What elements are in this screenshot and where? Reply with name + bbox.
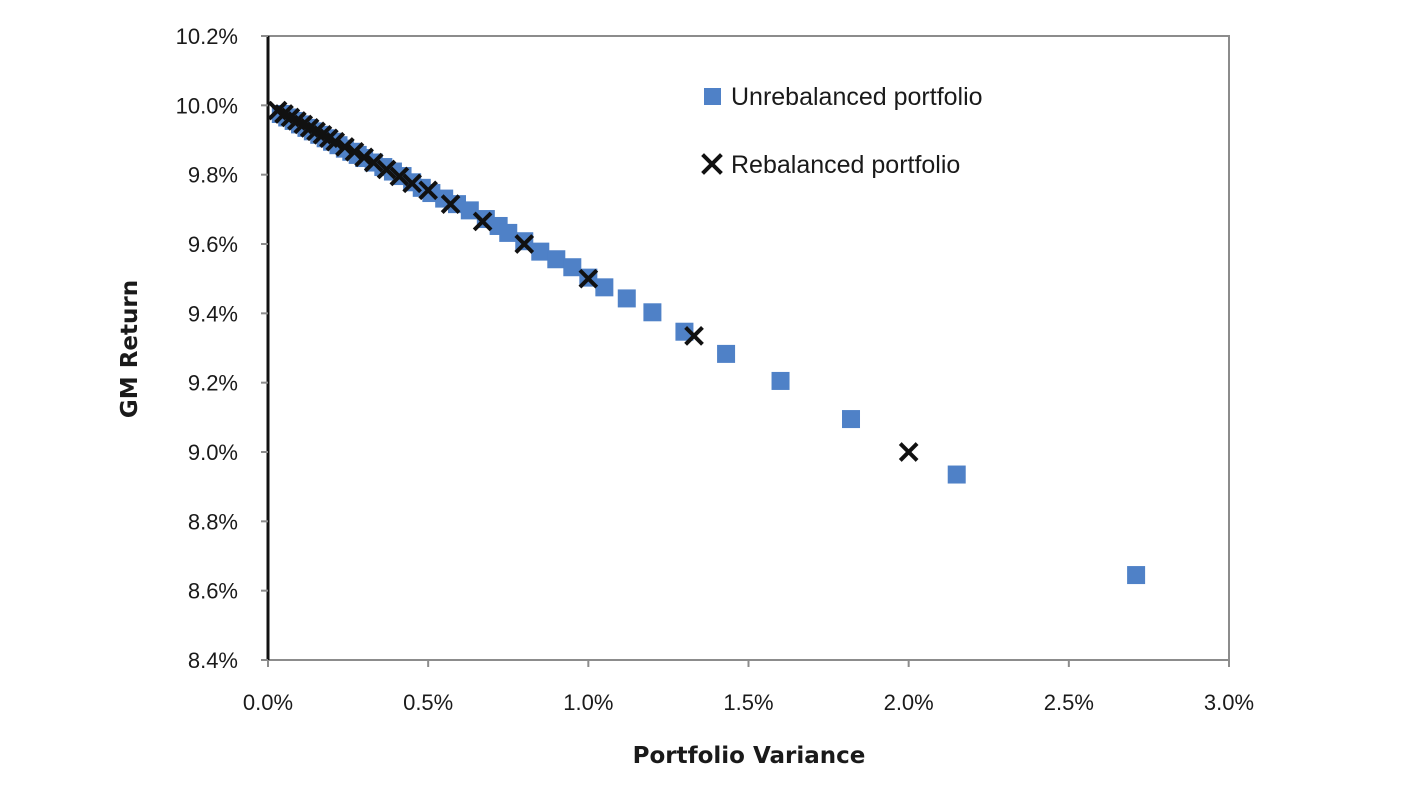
y-tick-label: 10.0% xyxy=(176,93,238,118)
x-tick-label: 2.5% xyxy=(1044,690,1094,715)
data-point-square xyxy=(675,322,694,341)
data-point-x xyxy=(898,442,919,462)
legend-label-rebalanced: Rebalanced portfolio xyxy=(731,151,960,179)
data-point-x xyxy=(376,159,397,180)
legend-square-marker xyxy=(704,88,721,105)
data-point-x xyxy=(363,152,384,173)
data-point-square xyxy=(1127,566,1146,585)
data-point-x xyxy=(514,234,535,254)
y-tick-label: 9.0% xyxy=(188,440,238,465)
series-unrebalanced-portfolio xyxy=(271,105,1146,585)
plot-area xyxy=(266,35,1230,661)
y-tick-label: 8.6% xyxy=(188,579,238,604)
y-axis-title: GM Return xyxy=(117,280,143,418)
data-point-square xyxy=(595,278,614,297)
data-point-x xyxy=(325,131,346,152)
data-point-square xyxy=(842,410,861,429)
x-tick-label: 1.0% xyxy=(563,690,613,715)
data-point-x xyxy=(440,194,461,214)
data-point-square xyxy=(499,223,518,242)
series-rebalanced-portfolio xyxy=(267,100,919,462)
legend-item-rebalanced: Rebalanced portfolio xyxy=(701,151,960,179)
y-axis-ticks: 8.4% 8.6% 8.8% 9.0% 9.2% 9.4% 9.6% 9.8% 10.0% 10.… xyxy=(176,24,268,673)
y-tick-label: 9.6% xyxy=(188,232,238,257)
data-point-x xyxy=(335,137,355,157)
data-point-square xyxy=(947,465,966,484)
x-tick-label: 0.5% xyxy=(403,690,453,715)
y-tick-label: 10.2% xyxy=(176,24,238,49)
data-point-x xyxy=(354,147,374,168)
x-axis-title: Portfolio Variance xyxy=(633,743,866,769)
data-point-square xyxy=(547,250,566,269)
data-point-x xyxy=(578,268,599,289)
y-tick-label: 9.8% xyxy=(188,163,238,188)
data-point-x xyxy=(402,173,422,194)
data-point-x xyxy=(418,180,438,201)
x-tick-label: 1.5% xyxy=(723,690,773,715)
data-point-x xyxy=(472,211,493,232)
legend-label-unrebalanced: Unrebalanced portfolio xyxy=(731,83,983,111)
plot-frame xyxy=(267,35,1230,661)
x-axis-ticks: 0.0% 0.5% 1.0% 1.5% 2.0% 2.5% 3.0% xyxy=(243,660,1254,715)
x-tick-label: 2.0% xyxy=(884,690,934,715)
y-tick-label: 9.2% xyxy=(188,371,238,396)
x-tick-label: 3.0% xyxy=(1204,690,1254,715)
legend-x-marker xyxy=(701,153,723,175)
y-tick-label: 8.4% xyxy=(188,648,238,673)
y-tick-label: 9.4% xyxy=(188,301,238,326)
data-point-square xyxy=(531,242,550,261)
data-point-square xyxy=(771,371,790,390)
data-point-x xyxy=(684,326,704,346)
data-point-square xyxy=(643,303,662,322)
legend: Unrebalanced portfolio Rebalanced portfo… xyxy=(701,83,983,179)
data-point-x xyxy=(344,141,365,162)
legend-item-unrebalanced: Unrebalanced portfolio xyxy=(704,83,983,111)
data-point-square xyxy=(563,258,582,277)
data-point-x xyxy=(389,166,410,187)
data-point-square xyxy=(617,289,636,308)
y-tick-label: 8.8% xyxy=(188,509,238,534)
x-tick-label: 0.0% xyxy=(243,690,293,715)
data-point-square xyxy=(717,344,736,363)
